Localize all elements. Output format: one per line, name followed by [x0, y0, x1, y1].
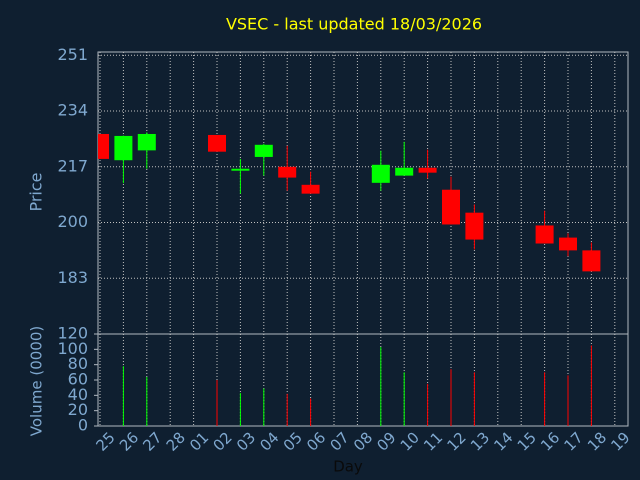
candle-body — [301, 184, 320, 194]
chart-title: VSEC - last updated 18/03/2026 — [226, 15, 482, 34]
volume-tick-label: 80 — [68, 354, 88, 373]
candle-body — [137, 133, 156, 151]
candle-body — [98, 133, 109, 159]
candle-body — [395, 167, 414, 176]
volume-tick-label: 40 — [68, 385, 88, 404]
y-tick-label: 200 — [57, 212, 88, 231]
x-tick-label: 17 — [561, 429, 587, 455]
x-axis-label: Day — [333, 458, 363, 476]
x-tick-label: 16 — [537, 429, 563, 455]
y-axis-label: Price — [27, 172, 46, 211]
x-tick-label: 02 — [210, 429, 236, 455]
candle-body — [465, 212, 484, 240]
y-tick-label: 183 — [57, 268, 88, 287]
y-tick-label: 217 — [57, 156, 88, 175]
candle-body — [208, 134, 226, 152]
x-tick-label: 27 — [139, 429, 165, 455]
volume-tick-label: 0 — [78, 416, 88, 435]
x-tick-label: 11 — [420, 429, 446, 455]
x-tick-label: 07 — [327, 429, 353, 455]
volume-tick-label: 100 — [57, 339, 88, 358]
candle-body — [559, 237, 577, 251]
candle-body — [442, 189, 460, 225]
x-tick-label: 06 — [303, 429, 329, 455]
x-tick-label: 18 — [584, 429, 610, 455]
volume-panel-frame — [97, 333, 629, 427]
x-tick-label: 28 — [163, 429, 189, 455]
x-tick-label: 15 — [514, 429, 540, 455]
candle-body — [254, 144, 273, 157]
x-tick-label: 19 — [607, 429, 633, 455]
x-tick-label: 14 — [490, 429, 516, 455]
candle-body — [371, 164, 390, 183]
x-tick-label: 05 — [280, 429, 306, 455]
x-tick-label: 13 — [467, 429, 493, 455]
price-panel-frame — [97, 51, 629, 335]
candle-body — [535, 225, 554, 244]
volume-tick-label: 120 — [57, 324, 88, 343]
y-tick-label: 234 — [57, 101, 88, 120]
x-tick-label: 10 — [397, 429, 423, 455]
x-tick-label: 09 — [373, 429, 399, 455]
volume-tick-label: 20 — [68, 400, 88, 419]
x-tick-label: 08 — [350, 429, 376, 455]
candle-body — [418, 167, 437, 173]
x-tick-label: 12 — [444, 429, 470, 455]
candle-body — [231, 168, 250, 171]
volume-axis-label: Volume (0000) — [28, 326, 46, 436]
x-tick-label: 03 — [233, 429, 259, 455]
x-tick-label: 01 — [186, 429, 212, 455]
candle-body — [114, 135, 133, 161]
y-tick-label: 251 — [57, 45, 88, 64]
x-tick-label: 04 — [256, 429, 282, 455]
x-tick-label: 26 — [116, 429, 142, 455]
volume-tick-label: 60 — [68, 370, 88, 389]
candle-body — [278, 166, 297, 178]
x-tick-label: 25 — [93, 429, 119, 455]
candle-body — [582, 250, 601, 272]
